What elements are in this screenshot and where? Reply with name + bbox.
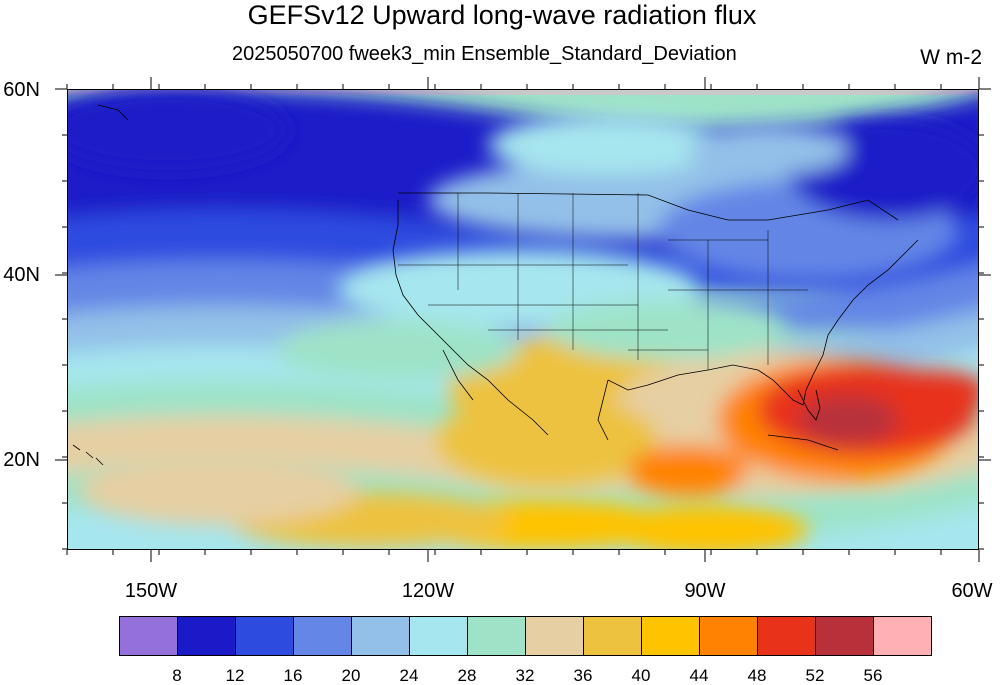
lon-label-90w: 90W xyxy=(684,580,726,602)
colorbar-level-label: 40 xyxy=(631,666,651,685)
field-blob xyxy=(628,445,748,495)
colorbar-level-label: 20 xyxy=(341,666,361,685)
colorbar-level-label: 52 xyxy=(805,666,825,685)
field-blob xyxy=(798,395,898,445)
coastline xyxy=(597,379,609,441)
colorbar-box xyxy=(873,616,932,656)
map-title: GEFSv12 Upward long-wave radiation flux xyxy=(247,0,757,30)
colorbar-level-label: 16 xyxy=(283,666,303,685)
colorbar-box xyxy=(119,616,178,656)
colorbar-box xyxy=(177,616,236,656)
field-blobs xyxy=(68,90,978,549)
lon-label-120w: 120W xyxy=(401,580,455,602)
colorbar-level-label: 56 xyxy=(863,666,883,685)
lat-label-60n: 60N xyxy=(3,79,40,101)
coastline xyxy=(85,451,94,459)
colorbar-box xyxy=(583,616,642,656)
colorbar-level-label: 44 xyxy=(689,666,709,685)
colorbar-level-label: 24 xyxy=(399,666,419,685)
lon-label-150w: 150W xyxy=(124,580,178,602)
coastline xyxy=(398,192,899,221)
field-blob xyxy=(868,370,978,410)
coastline xyxy=(797,389,821,421)
colorbar-box xyxy=(757,616,816,656)
field-blob xyxy=(438,395,658,485)
field-blob xyxy=(488,115,728,175)
colorbar-level-label: 8 xyxy=(172,666,182,685)
colorbar-box xyxy=(815,616,874,656)
colorbar-level-label: 32 xyxy=(515,666,535,685)
colorbar-box xyxy=(641,616,700,656)
lat-label-20n: 20N xyxy=(3,449,40,471)
colorbar-box xyxy=(699,616,758,656)
units-label: W m-2 xyxy=(920,46,982,69)
colorbar-level-label: 28 xyxy=(457,666,477,685)
map-subtitle: 2025050700 fweek3_min Ensemble_Standard_… xyxy=(232,43,737,65)
field-blob xyxy=(278,320,518,380)
coastline xyxy=(607,364,814,406)
coastline xyxy=(447,344,549,436)
state-borders xyxy=(398,193,808,370)
coastline xyxy=(72,444,81,451)
colorbar-level-label: 48 xyxy=(747,666,767,685)
colorbar xyxy=(119,616,932,658)
colorbar-box xyxy=(293,616,352,656)
colorbar-level-label: 12 xyxy=(225,666,245,685)
coastline xyxy=(392,200,449,346)
colorbar-box xyxy=(351,616,410,656)
field-blob xyxy=(78,455,358,525)
colorbar-box xyxy=(467,616,526,656)
coastline xyxy=(95,457,104,466)
lon-label-60w: 60W xyxy=(951,580,993,602)
coastlines xyxy=(72,104,919,466)
colorbar-box xyxy=(525,616,584,656)
map-panel xyxy=(67,89,979,550)
colorbar-level-label: 36 xyxy=(573,666,593,685)
map-field xyxy=(68,90,978,549)
coastline xyxy=(97,104,129,121)
coastline xyxy=(767,434,839,451)
field-blob xyxy=(68,90,288,170)
colorbar-box xyxy=(235,616,294,656)
coastline xyxy=(812,239,919,376)
field-blob xyxy=(688,125,848,175)
colorbar-box xyxy=(409,616,468,656)
lat-label-40n: 40N xyxy=(3,264,40,286)
coastline xyxy=(442,349,474,401)
